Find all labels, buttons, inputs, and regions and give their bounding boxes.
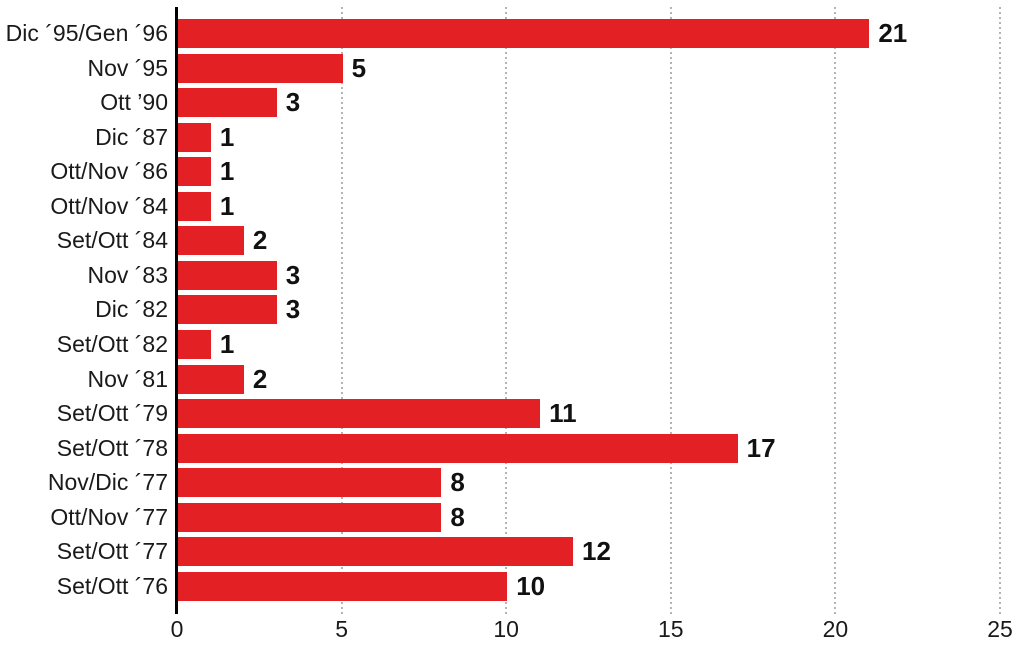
value-label: 3 — [285, 294, 301, 325]
value-label: 1 — [219, 121, 235, 152]
value-label: 17 — [746, 432, 776, 463]
bar — [178, 53, 343, 83]
bar — [178, 433, 738, 463]
gridline — [505, 7, 508, 614]
bar — [178, 157, 211, 187]
gridline — [999, 7, 1001, 614]
chart-row: Nov ´81 2 — [0, 363, 1033, 394]
value-label: 1 — [219, 190, 235, 221]
category-label: Nov ´83 — [87, 261, 168, 288]
category-label: Ott/Nov ´84 — [50, 192, 168, 219]
bar — [178, 537, 574, 567]
chart-row: Nov ´83 3 — [0, 259, 1033, 290]
value-label: 1 — [219, 156, 235, 187]
x-tick-label: 5 — [335, 616, 348, 642]
bar — [178, 330, 211, 360]
chart-row: Set/Ott ´79 11 — [0, 398, 1033, 429]
bar — [178, 19, 870, 48]
category-label: Dic ´82 — [95, 296, 168, 323]
chart-row: Set/Ott ´82 1 — [0, 329, 1033, 360]
category-label: Set/Ott ´77 — [56, 538, 168, 565]
gridline — [340, 7, 343, 614]
value-label: 2 — [252, 225, 268, 256]
bar — [178, 502, 442, 532]
chart-row: Ott/Nov ´86 1 — [0, 156, 1033, 187]
value-label: 11 — [549, 398, 577, 429]
category-label: Nov ´95 — [87, 54, 168, 81]
category-label: Set/Ott ´79 — [56, 400, 168, 427]
chart-row: Nov ´95 5 — [0, 52, 1033, 83]
bar — [178, 88, 277, 118]
value-label: 8 — [450, 501, 465, 532]
gridline — [669, 7, 672, 614]
bar — [178, 226, 244, 256]
chart-row: Ott/Nov ´84 1 — [0, 190, 1033, 221]
x-tick-label: 25 — [987, 616, 1013, 642]
value-label: 3 — [285, 87, 301, 118]
bar — [178, 571, 508, 601]
value-label: 8 — [450, 467, 465, 498]
category-label: Set/Ott ´84 — [56, 227, 168, 254]
chart-row: Dic ´82 3 — [0, 294, 1033, 325]
y-axis-line — [175, 7, 178, 614]
x-tick-label: 15 — [658, 616, 684, 642]
bar — [178, 295, 277, 325]
value-label: 12 — [582, 536, 611, 567]
category-label: Set/Ott ´76 — [56, 572, 168, 599]
category-label: Dic ´87 — [95, 123, 168, 150]
value-label: 1 — [219, 329, 235, 360]
category-label: Ott/Nov ´86 — [50, 158, 168, 185]
bar — [178, 468, 442, 498]
chart-row: Ott/Nov ´77 8 — [0, 501, 1033, 532]
category-label: Set/Ott ´82 — [56, 331, 168, 358]
gridline — [834, 7, 837, 614]
x-tick-label: 0 — [170, 616, 184, 642]
value-label: 21 — [878, 18, 908, 48]
category-label: Dic ´95/Gen ´96 — [5, 20, 168, 46]
chart-row: Nov/Dic ´77 8 — [0, 467, 1033, 498]
x-tick-label: 20 — [822, 616, 849, 642]
chart-row: Set/Ott ´76 10 — [0, 570, 1033, 601]
bar — [178, 122, 211, 152]
category-label: Set/Ott ´78 — [56, 434, 168, 461]
chart-row: Set/Ott ´77 12 — [0, 536, 1033, 567]
category-label: Ott ’90 — [100, 89, 168, 116]
bar — [178, 260, 277, 290]
value-label: 3 — [285, 259, 301, 290]
value-label: 2 — [252, 363, 268, 394]
value-label: 5 — [351, 52, 367, 83]
category-label: Nov ´81 — [87, 365, 168, 392]
chart-row: Set/Ott ´84 2 — [0, 225, 1033, 256]
x-tick-label: 10 — [493, 616, 519, 642]
chart-row: Dic ´95/Gen ´96 21 — [0, 19, 1033, 48]
bar — [178, 399, 541, 429]
bar — [178, 364, 244, 394]
chart-row: Dic ´87 1 — [0, 121, 1033, 152]
category-label: Ott/Nov ´77 — [50, 503, 168, 530]
bar — [178, 191, 211, 221]
chart-row: Ott ’90 3 — [0, 87, 1033, 118]
chart-row: Set/Ott ´78 17 — [0, 432, 1033, 463]
category-label: Nov/Dic ´77 — [47, 469, 168, 496]
value-label: 10 — [516, 570, 546, 601]
